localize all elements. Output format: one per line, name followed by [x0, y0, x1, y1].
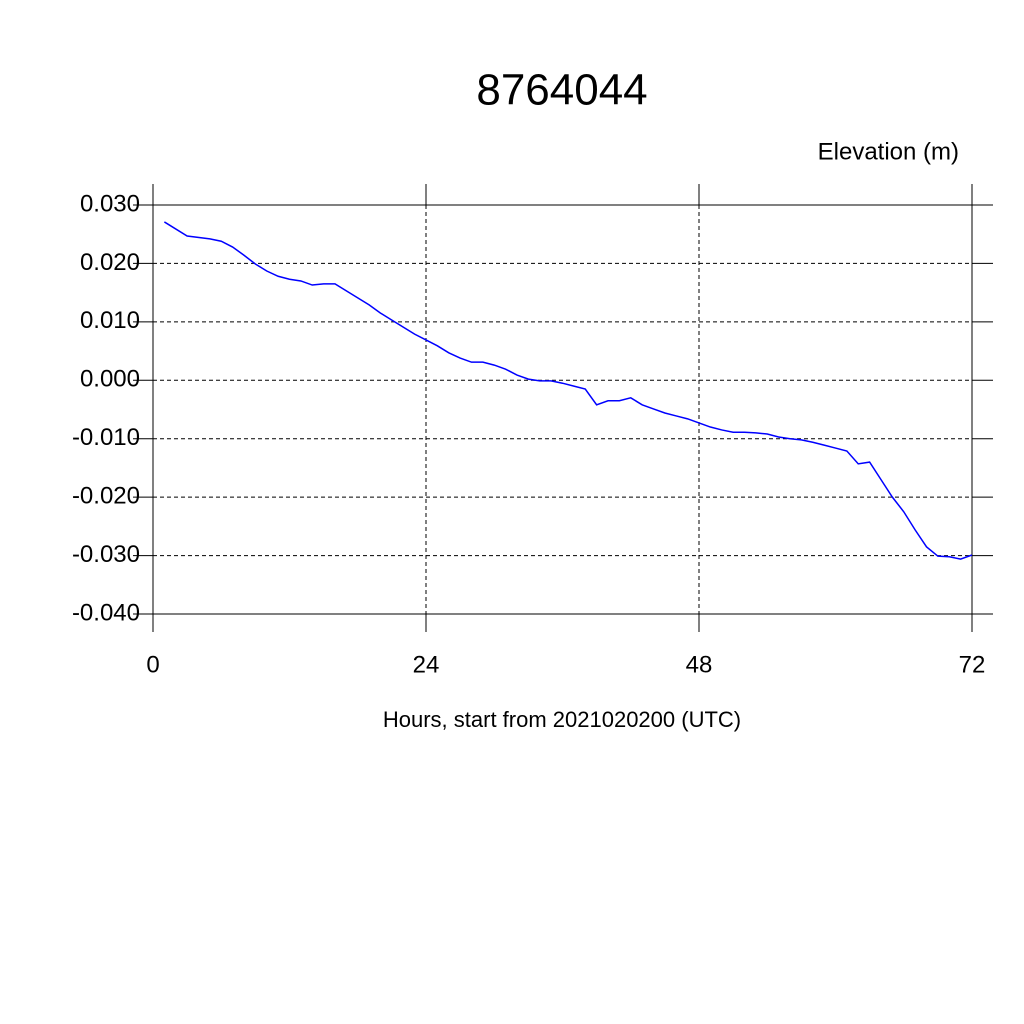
x-tick-label: 72 [959, 651, 986, 678]
y-tick-label: -0.030 [72, 541, 140, 568]
y-tick-label: 0.020 [80, 249, 140, 276]
chart-title: 8764044 [476, 66, 647, 115]
y-tick-label: -0.020 [72, 482, 140, 509]
y-tick-label: 0.000 [80, 366, 140, 393]
plot-frame [152, 204, 973, 615]
x-tick-label: 24 [413, 651, 440, 678]
x-tick-label: 0 [146, 651, 159, 678]
y-tick-label: 0.010 [80, 307, 140, 334]
y-tick-label: -0.040 [72, 599, 140, 626]
x-tick-label: 48 [686, 651, 713, 678]
x-axis-label: Hours, start from 2021020200 (UTC) [383, 707, 741, 732]
y-axis-label: Elevation (m) [818, 138, 959, 165]
y-tick-label: -0.010 [72, 424, 140, 451]
data-line [163, 221, 973, 560]
y-tick-label: 0.030 [80, 190, 140, 217]
